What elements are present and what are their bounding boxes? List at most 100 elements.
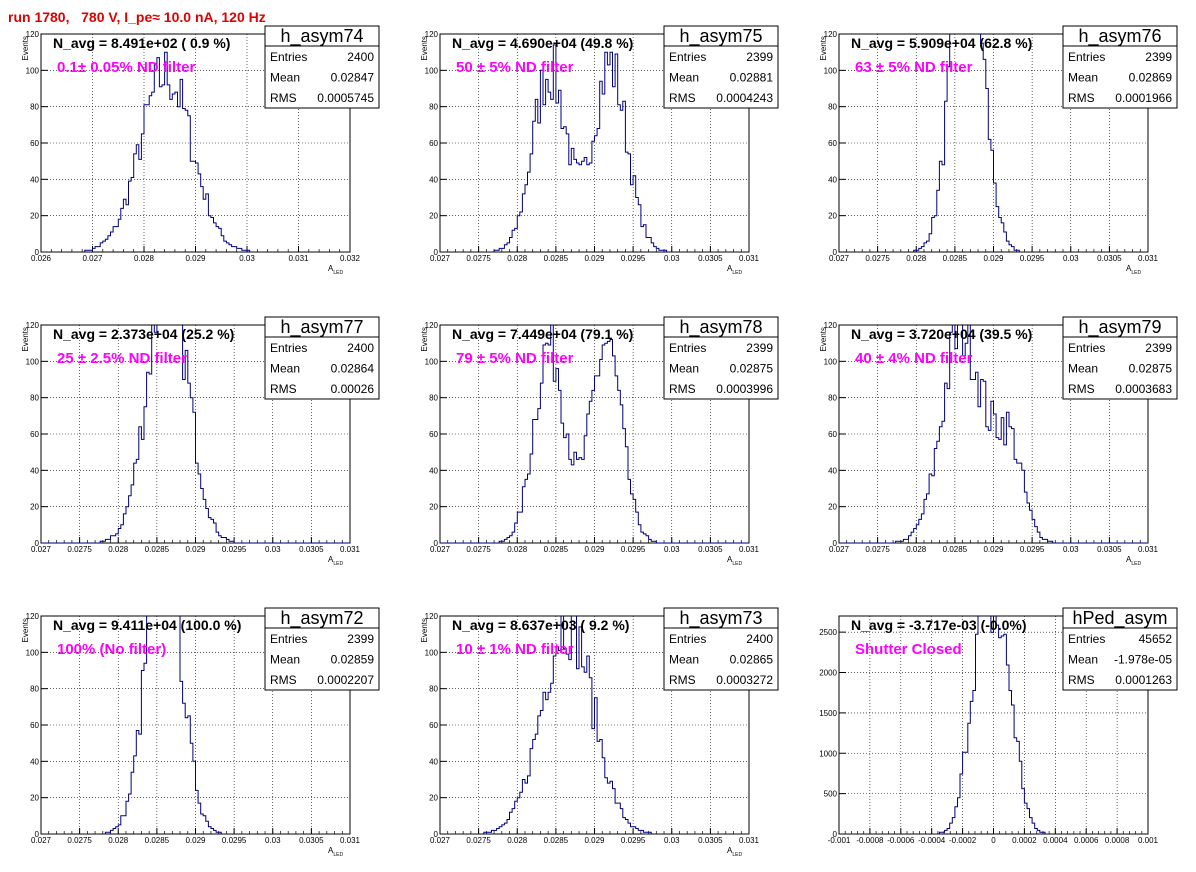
stats-label-rms: RMS <box>1068 673 1095 687</box>
x-tick-label: 0.0285 <box>943 254 968 263</box>
stats-box <box>264 25 380 109</box>
x-tick-label: 0.027 <box>430 836 451 845</box>
x-tick-label: 0.027 <box>430 545 451 554</box>
stats-label-entries: Entries <box>1068 50 1105 64</box>
y-tick-label: 120 <box>26 30 40 39</box>
y-tick-label: 20 <box>30 503 39 512</box>
x-tick-label: 0.0285 <box>544 836 569 845</box>
stats-value-mean: 0.02859 <box>331 653 375 667</box>
navg-label: N_avg = -3.717e-03 (-0.0%) <box>851 617 1026 633</box>
x-tick-label: 0.029 <box>185 836 206 845</box>
x-axis-label: ALED <box>727 264 742 276</box>
histogram-panel-h_asym74: 0.026 0.027 0.028 0.029 0.03 0.031 0.032 0 20 40 6… <box>21 25 380 276</box>
stats-title: h_asym79 <box>1078 317 1161 338</box>
x-tick-label: 0.03 <box>239 254 255 263</box>
stats-value-mean: -1.978e-05 <box>1114 653 1172 667</box>
y-tick-label: 20 <box>30 794 39 803</box>
y-tick-label: 0 <box>35 248 40 257</box>
x-tick-label: 0.031 <box>739 545 760 554</box>
y-tick-label: 100 <box>425 648 439 657</box>
y-tick-label: 40 <box>429 757 438 766</box>
stats-value-entries: 2399 <box>1145 341 1172 355</box>
y-tick-label: 60 <box>30 139 39 148</box>
stats-title: hPed_asym <box>1072 608 1167 629</box>
x-tick-label: 0.028 <box>507 545 528 554</box>
y-tick-label: 40 <box>30 757 39 766</box>
y-tick-label: 20 <box>429 794 438 803</box>
stats-title: h_asym72 <box>280 608 363 629</box>
stats-label-mean: Mean <box>669 653 699 667</box>
y-tick-label: 20 <box>828 212 837 221</box>
x-tick-label: 0.0285 <box>145 836 170 845</box>
x-tick-label: 0.0275 <box>67 836 92 845</box>
x-tick-label: 0.027 <box>82 254 103 263</box>
stats-title: h_asym73 <box>679 608 762 629</box>
x-tick-label: 0.0305 <box>1097 254 1122 263</box>
y-axis-label: Events <box>420 327 429 351</box>
filter-label: 25 ± 2.5% ND filter <box>57 350 187 367</box>
stats-value-mean: 0.02847 <box>331 71 375 85</box>
x-tick-label: 0.0295 <box>222 545 247 554</box>
y-tick-label: 500 <box>824 790 838 799</box>
x-tick-label: 0.0305 <box>698 836 723 845</box>
histogram-line <box>440 44 749 252</box>
x-tick-label: -0.0008 <box>856 836 884 845</box>
y-tick-label: 100 <box>824 357 838 366</box>
stats-label-entries: Entries <box>669 341 706 355</box>
stats-label-mean: Mean <box>669 362 699 376</box>
stats-label-mean: Mean <box>669 71 699 85</box>
stats-box <box>1062 607 1178 691</box>
histogram-panel-h_asym73: 0.027 0.0275 0.028 0.0285 0.029 0.0295 0.03 0.0… <box>420 607 779 858</box>
x-tick-label: 0.031 <box>340 545 361 554</box>
x-tick-label: 0.027 <box>31 836 52 845</box>
y-tick-label: 120 <box>425 30 439 39</box>
stats-value-rms: 0.0003996 <box>716 382 773 396</box>
y-tick-label: 0 <box>35 539 40 548</box>
stats-label-mean: Mean <box>1068 71 1098 85</box>
stats-value-rms: 0.0001966 <box>1115 91 1172 105</box>
stats-box <box>663 607 779 691</box>
stats-label-mean: Mean <box>270 71 300 85</box>
histogram-panel-h_asym79: 0.027 0.0275 0.028 0.0285 0.029 0.0295 0.03 0.0… <box>819 316 1178 567</box>
stats-value-rms: 0.0004243 <box>716 91 773 105</box>
x-tick-label: 0.0295 <box>1020 254 1045 263</box>
x-tick-label: 0.0305 <box>1097 545 1122 554</box>
y-tick-label: 0 <box>434 539 439 548</box>
stats-value-mean: 0.02865 <box>730 653 774 667</box>
x-tick-label: 0.0275 <box>865 545 890 554</box>
stats-value-rms: 0.0001263 <box>1115 673 1172 687</box>
x-tick-label: 0.0295 <box>621 836 646 845</box>
x-tick-label: 0.031 <box>1138 545 1159 554</box>
x-tick-label: 0.029 <box>584 545 605 554</box>
x-tick-label: 0.0004 <box>1043 836 1068 845</box>
y-tick-label: 80 <box>429 103 438 112</box>
x-tick-label: 0.028 <box>507 836 528 845</box>
y-tick-label: 80 <box>828 103 837 112</box>
histogram-panel-h_asym72: 0.027 0.0275 0.028 0.0285 0.029 0.0295 0.03 0.0… <box>21 607 380 858</box>
stats-value-rms: 0.00026 <box>331 382 375 396</box>
x-tick-label: 0.0305 <box>698 545 723 554</box>
stats-value-entries: 2399 <box>746 50 773 64</box>
y-tick-label: 60 <box>429 430 438 439</box>
x-tick-label: 0.031 <box>1138 254 1159 263</box>
histogram-panel-hPed_asym: -0.001 -0.0008 -0.0006 -0.0004 -0.0002 0 0.000… <box>819 607 1178 845</box>
navg-label: N_avg = 5.909e+04 (62.8 %) <box>851 35 1032 51</box>
y-tick-label: 120 <box>824 321 838 330</box>
stats-box <box>1062 316 1178 400</box>
y-tick-label: 0 <box>833 830 838 839</box>
stats-label-rms: RMS <box>270 673 297 687</box>
stats-value-mean: 0.02875 <box>1129 362 1173 376</box>
y-tick-label: 100 <box>26 357 40 366</box>
x-tick-label: 0.0275 <box>466 254 491 263</box>
y-tick-label: 60 <box>30 721 39 730</box>
stats-value-entries: 2400 <box>347 50 374 64</box>
stats-value-rms: 0.0002207 <box>317 673 374 687</box>
y-tick-label: 60 <box>30 430 39 439</box>
filter-label: 79 ± 5% ND filter <box>456 350 574 367</box>
x-tick-label: 0.0275 <box>865 254 890 263</box>
stats-label-rms: RMS <box>1068 91 1095 105</box>
x-tick-label: 0.03 <box>664 836 680 845</box>
y-axis-label: Events <box>819 36 828 60</box>
x-tick-label: 0.03 <box>265 545 281 554</box>
x-tick-label: 0.0285 <box>145 545 170 554</box>
